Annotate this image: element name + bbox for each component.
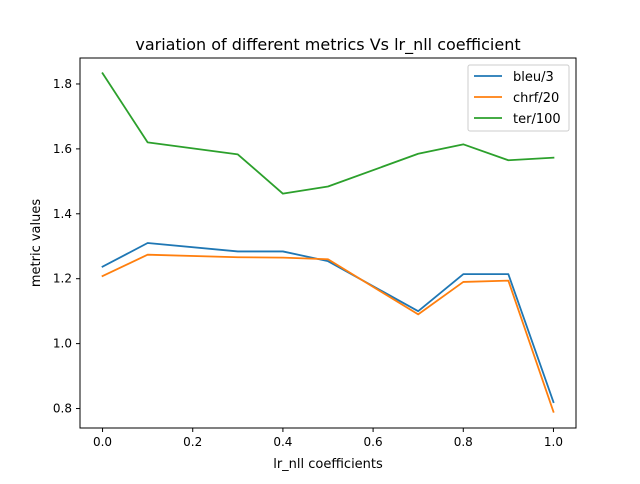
y-tick-label: 0.8	[53, 402, 72, 416]
data-point-2-2	[237, 153, 239, 155]
data-point-2-3	[282, 193, 284, 195]
legend-label-1: chrf/20	[513, 91, 559, 106]
chart-title: variation of different metrics Vs lr_nll…	[135, 35, 520, 55]
data-point-1-2	[237, 256, 239, 258]
x-axis-label: lr_nll coefficients	[273, 457, 383, 472]
data-point-0-1	[147, 242, 149, 244]
y-tick-label: 1.2	[53, 272, 72, 286]
x-tick-label: 0.4	[273, 435, 292, 449]
data-point-2-7	[507, 159, 509, 161]
y-tick-label: 1.6	[53, 142, 72, 156]
series-line-2	[101, 72, 555, 195]
data-point-2-4	[327, 186, 329, 188]
data-point-0-8	[552, 401, 554, 403]
y-tick-label: 1.0	[53, 337, 72, 351]
series-line-1	[101, 253, 555, 413]
data-point-0-6	[462, 273, 464, 275]
data-point-1-6	[462, 281, 464, 283]
data-point-2-8	[552, 157, 554, 159]
data-point-1-1	[147, 254, 149, 256]
x-tick-label: 1.0	[544, 435, 563, 449]
legend-box	[467, 64, 570, 132]
data-point-2-5	[417, 153, 419, 155]
data-point-0-5	[417, 310, 419, 312]
legend-label-2: ter/100	[513, 112, 561, 127]
data-point-1-5	[417, 313, 419, 315]
data-point-0-0	[102, 266, 104, 268]
data-point-0-2	[237, 250, 239, 252]
data-point-1-4	[327, 258, 329, 260]
y-tick-label: 1.4	[53, 207, 72, 221]
data-point-0-3	[282, 250, 284, 252]
data-point-1-7	[507, 280, 509, 282]
data-point-2-6	[462, 143, 464, 145]
x-tick-label: 0.6	[364, 435, 383, 449]
legend-label-0: bleu/3	[513, 70, 554, 85]
plot-frame	[79, 57, 577, 429]
data-point-2-1	[147, 141, 149, 143]
y-tick-label: 1.8	[53, 77, 72, 91]
y-axis-label: metric values	[29, 199, 44, 288]
series-line-0	[101, 242, 555, 404]
x-axis: 0.0 0.2 0.4 0.6 0.8 1.0	[93, 428, 563, 449]
x-tick-label: 0.2	[183, 435, 202, 449]
series-layer	[101, 72, 555, 413]
data-point-1-0	[102, 275, 104, 277]
data-point-1-8	[552, 411, 554, 413]
data-point-0-7	[507, 273, 509, 275]
x-tick-label: 0.8	[454, 435, 473, 449]
data-point-2-0	[102, 72, 104, 74]
legend: bleu/3 chrf/20 ter/100	[467, 64, 570, 132]
data-point-1-3	[282, 257, 284, 259]
y-axis: 0.8 1.0 1.2 1.4 1.6 1.8	[53, 77, 80, 416]
x-tick-label: 0.0	[93, 435, 112, 449]
legend-entries: bleu/3 chrf/20 ter/100	[474, 70, 561, 127]
